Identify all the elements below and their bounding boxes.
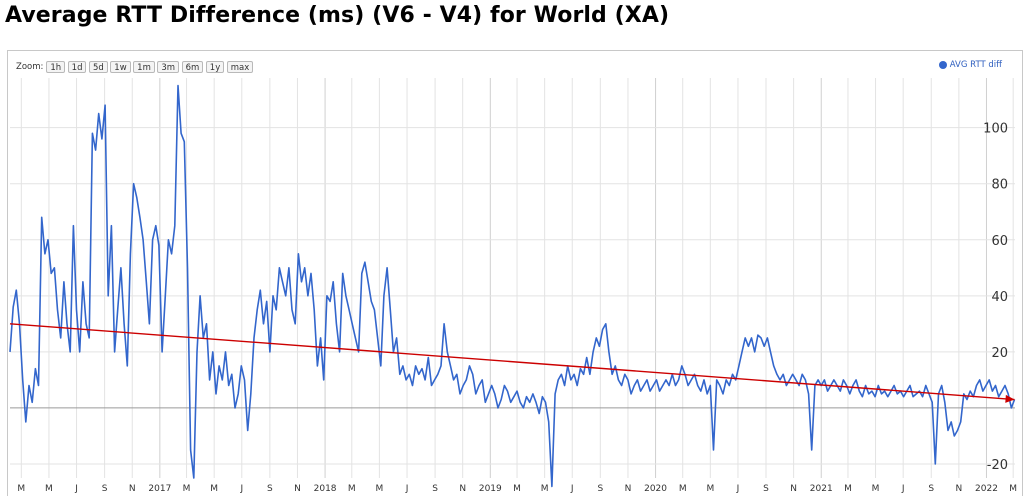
- zoom-bar: Zoom: 1h 1d 5d 1w 1m 3m 6m 1y max: [16, 59, 256, 75]
- series-line[interactable]: [9, 84, 1016, 488]
- trendline: [9, 323, 1015, 401]
- trendline-group: [9, 323, 1015, 403]
- x-tick-label: M: [45, 484, 53, 494]
- x-tick-label: S: [928, 484, 934, 494]
- zoom-6m-button[interactable]: 6m: [181, 61, 204, 73]
- legend-marker-icon: [938, 61, 947, 69]
- x-tick-label: M: [348, 484, 356, 494]
- x-tick-label: M: [1009, 484, 1017, 494]
- x-tick-label: 2022: [975, 484, 998, 494]
- x-tick-label: J: [901, 484, 905, 494]
- x-tick-label: S: [597, 484, 603, 494]
- x-tick-label: 2017: [148, 484, 171, 494]
- zoom-1h-button[interactable]: 1h: [46, 61, 66, 73]
- series-group: [9, 84, 1016, 488]
- y-tick-label: 100: [983, 122, 1008, 137]
- zoom-1d-button[interactable]: 1d: [67, 61, 87, 73]
- x-tick-label: M: [17, 484, 25, 494]
- x-tick-label: S: [432, 484, 438, 494]
- zoom-1y-button[interactable]: 1y: [205, 61, 225, 73]
- y-tick-label: 20: [991, 346, 1008, 361]
- x-tick-label: J: [570, 484, 574, 494]
- zoom-max-button[interactable]: max: [226, 61, 254, 73]
- chart-frame: [7, 50, 1023, 496]
- x-tick-label: N: [459, 484, 466, 494]
- x-tick-label: J: [239, 484, 243, 494]
- trendline-arrowhead: [1005, 394, 1015, 403]
- page-title: Average RTT Difference (ms) (V6 - V4) fo…: [5, 3, 670, 28]
- x-tick-label: M: [376, 484, 384, 494]
- x-tick-label: N: [294, 484, 301, 494]
- y-axis-ticks: -20 20 40 60 80 100: [983, 122, 1008, 473]
- x-tick-label: 2021: [810, 484, 833, 494]
- x-tick-label: S: [763, 484, 769, 494]
- x-tick-label: M: [844, 484, 852, 494]
- x-tick-label: M: [513, 484, 521, 494]
- y-tick-label: -20: [987, 458, 1008, 473]
- x-tick-label: J: [736, 484, 740, 494]
- zoom-1m-button[interactable]: 1m: [133, 61, 155, 73]
- x-tick-label: 2019: [479, 484, 502, 494]
- grid-lines: [10, 78, 1015, 478]
- x-tick-label: N: [955, 484, 962, 494]
- zoom-3m-button[interactable]: 3m: [157, 61, 180, 73]
- x-tick-label: J: [405, 484, 409, 494]
- x-tick-label: S: [102, 484, 108, 494]
- zoom-1w-button[interactable]: 1w: [110, 61, 131, 73]
- x-tick-label: N: [129, 484, 136, 494]
- x-tick-label: M: [210, 484, 218, 494]
- x-tick-label: 2020: [644, 484, 667, 494]
- x-axis-ticks: M M J S N 2017 M M J S N 2018 M M J S N 2019 M M J S N 2020 M M J S…: [17, 484, 1017, 494]
- x-tick-label: M: [541, 484, 549, 494]
- zoom-5d-button[interactable]: 5d: [88, 61, 108, 73]
- x-tick-label: 2018: [314, 484, 337, 494]
- x-tick-label: M: [872, 484, 880, 494]
- x-tick-label: N: [790, 484, 797, 494]
- x-tick-label: N: [625, 484, 632, 494]
- legend-label: AVG RTT diff: [949, 60, 1002, 70]
- x-tick-label: J: [74, 484, 78, 494]
- x-tick-label: M: [183, 484, 191, 494]
- y-tick-label: 80: [991, 178, 1008, 193]
- y-tick-label: 40: [991, 290, 1008, 305]
- zoom-label: Zoom:: [16, 62, 44, 72]
- y-tick-label: 60: [991, 234, 1008, 249]
- x-tick-label: M: [706, 484, 714, 494]
- x-tick-label: M: [679, 484, 687, 494]
- legend[interactable]: AVG RTT diff: [938, 60, 1002, 70]
- x-tick-label: S: [267, 484, 273, 494]
